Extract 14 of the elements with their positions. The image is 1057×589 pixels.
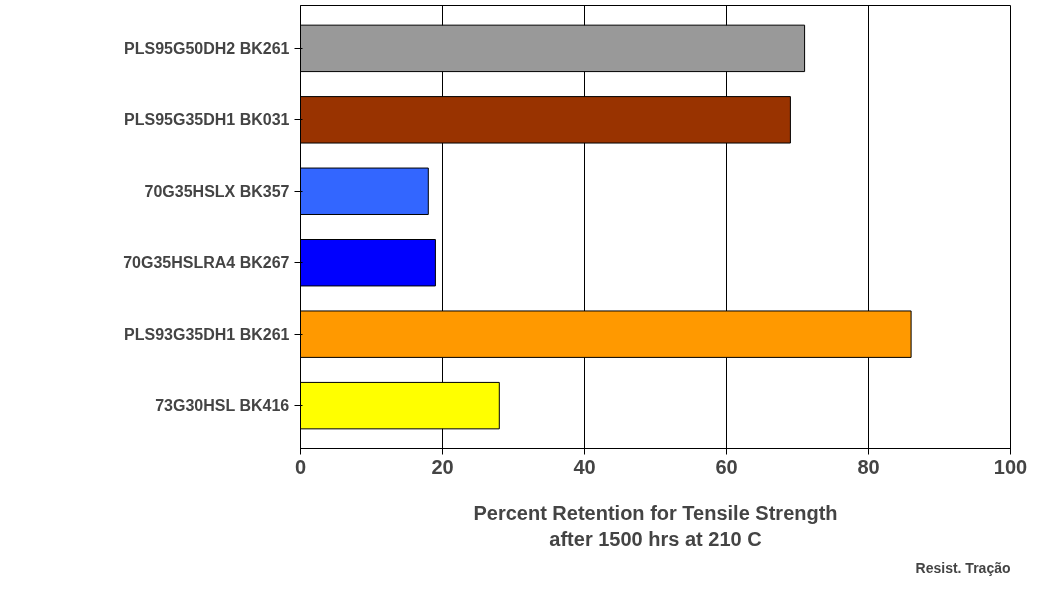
x-axis-title: Percent Retention for Tensile Strength after 1500 hrs at 210 C bbox=[473, 501, 838, 550]
x-tick-label: 100 bbox=[993, 455, 1028, 478]
y-tick-label: PLS93G35DH1 BK261 bbox=[124, 325, 290, 343]
x-tick-label: 20 bbox=[431, 455, 454, 478]
x-tick-label: 80 bbox=[857, 455, 880, 478]
x-tick-label: 40 bbox=[573, 455, 596, 478]
x-tick-label: 60 bbox=[715, 455, 738, 478]
y-tick-label: 70G35HSLX BK357 bbox=[144, 182, 290, 200]
y-tick-label: 70G35HSLRA4 BK267 bbox=[123, 254, 290, 272]
y-tick-label: PLS95G50DH2 BK261 bbox=[124, 39, 290, 57]
x-tick-label: 0 bbox=[294, 455, 307, 478]
text: Resist. Tração bbox=[915, 559, 1011, 576]
y-tick-label: PLS95G35DH1 BK031 bbox=[124, 111, 290, 129]
y-tick-label: 73G30HSL BK416 bbox=[155, 397, 290, 415]
